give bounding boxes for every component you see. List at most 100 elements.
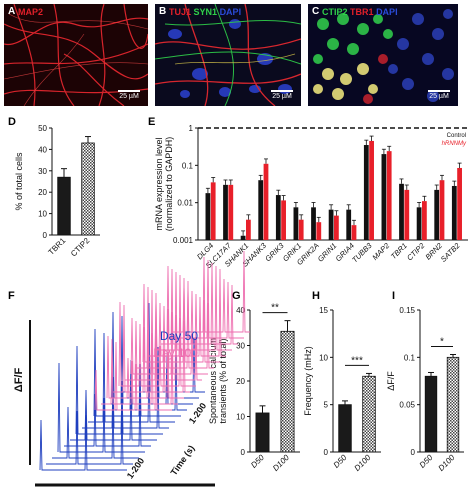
bar-e-map2-mutant (386, 151, 392, 240)
trace-day50-8 (88, 332, 175, 423)
y-tick-label-d-2: 20 (38, 188, 47, 197)
trace-day100-0 (94, 335, 172, 411)
f-axis-cells-label-2: 1-200 (125, 456, 146, 481)
trace-day50-4 (64, 388, 151, 447)
y-tick-label-d-4: 40 (38, 145, 47, 154)
y-tick-label-e-1: 0.01 (177, 199, 193, 208)
scale-bar-a: 25 µM (118, 90, 140, 100)
significance-g: ** (271, 303, 279, 314)
panel-letter-e: E (148, 116, 156, 128)
chart-g: 0 10 20 30 40 Spontaneous calcium transients (… (208, 303, 300, 473)
y-tick-label-e-0: 0.001 (173, 236, 194, 245)
legend-mutant: hRNNMy (442, 141, 467, 147)
panel-letter-g: G (232, 290, 241, 302)
chart-f-traces: ΔF/F Day 50 Day 100 1-200 1-200 Time (s) (13, 250, 250, 487)
y-tick-label-i-3: 0.15 (399, 306, 415, 315)
y-axis-label-i: ΔF/F (386, 371, 396, 391)
y-tick-label-g-4: 40 (236, 306, 245, 315)
trace-day100-11 (161, 262, 238, 345)
bar-d-tbr1 (57, 176, 71, 236)
y-tick-label-i-0: 0 (411, 448, 416, 457)
x-tick-label-e-7: GRIN1 (316, 241, 339, 264)
stain-label-dapi-c: DAPI (376, 7, 398, 17)
trace-day100-2 (106, 329, 184, 399)
y-tick-label-h-3: 15 (319, 306, 328, 315)
bar-e-gria4-control (346, 209, 352, 240)
trace-day50-9 (93, 328, 181, 417)
stain-label-ctip2: CTIP2 (322, 7, 348, 17)
micrograph-c: C CTIP2 TBR1 DAPI 25 µM (308, 4, 458, 106)
bar-e-grik1-mutant (298, 219, 304, 240)
x-tick-label-e-10: MAP2 (370, 240, 391, 261)
y-tick-label-h-0: 0 (324, 448, 329, 457)
bar-e-slc17a7-mutant (228, 184, 234, 240)
stain-label-tbr1: TBR1 (350, 7, 374, 17)
significance-h: *** (351, 355, 363, 366)
x-tick-label-d-1: CTIP2 (69, 236, 92, 259)
bar-e-brn2-mutant (439, 180, 445, 240)
stain-label-dapi-b: DAPI (219, 7, 242, 17)
bar-e-ctip2-mutant (422, 201, 427, 240)
panel-letter-a: A (8, 6, 16, 17)
y-tick-label-d-5: 50 (38, 124, 47, 133)
bar-i-d100 (446, 356, 460, 453)
bar-e-satb2-mutant (457, 167, 462, 240)
panel-letter-d: D (8, 116, 16, 128)
trace-day100-7 (137, 280, 214, 369)
y-tick-label-d-0: 0 (43, 231, 48, 240)
significance-i: * (440, 336, 444, 347)
scale-bar-b: 25 µM (271, 90, 293, 100)
panel-letter-i: I (392, 290, 396, 302)
stain-label-syn1: SYN1 (193, 7, 218, 17)
x-tick-label-g-0: D50 (249, 453, 266, 470)
panel-letter-b: B (159, 6, 167, 17)
bar-e-tubb3-mutant (369, 140, 374, 240)
trace-day50-1 (46, 405, 133, 465)
x-tick-label-h-1: D100 (353, 453, 373, 473)
x-tick-label-i-1: D100 (437, 453, 457, 473)
y-tick-label-e-2: 0.1 (182, 161, 194, 170)
bar-d-ctip2 (81, 142, 95, 236)
x-tick-label-e-12: CTIP2 (405, 240, 427, 262)
stain-label-tuj1: TUJ1 (169, 7, 192, 17)
stain-label-map2: MAP2 (18, 7, 44, 17)
bar-e-grik2a-control (311, 207, 316, 240)
bar-e-gria4-mutant (351, 225, 357, 240)
bar-e-brn2-control (434, 189, 440, 240)
bar-h-d50 (338, 404, 352, 453)
y-tick-label-d-1: 10 (38, 210, 47, 219)
y-tick-label-h-1: 5 (324, 401, 329, 410)
x-tick-label-e-9: TUBB3 (350, 240, 374, 264)
micrograph-b: B TUJ1 SYN1 DAPI 25 µM (155, 4, 301, 106)
bar-e-grik1-control (293, 207, 299, 240)
micrograph-b-image (155, 4, 301, 106)
x-tick-label-e-14: SATB2 (439, 240, 462, 263)
micrograph-c-image (308, 4, 458, 106)
trace-day100-4 (118, 301, 196, 387)
bar-e-shank1-control (240, 235, 246, 240)
bar-g-d50 (255, 412, 270, 453)
y-tick-label-i-2: 0.1 (404, 353, 416, 362)
bar-e-map2-control (381, 154, 387, 240)
y-tick-label-g-0: 0 (241, 448, 246, 457)
y-axis-label-d: % of total cells (14, 152, 24, 211)
bar-e-grik3-mutant (281, 200, 286, 240)
bar-e-shank1-mutant (246, 219, 251, 240)
y-tick-label-g-1: 10 (236, 413, 245, 422)
chart-e: 0.001 0.01 0.1 1 Control hRNNMy mRNA expressio… (154, 124, 468, 270)
stain-labels-c: CTIP2 TBR1 DAPI (322, 7, 398, 17)
y-tick-label-d-3: 30 (38, 167, 47, 176)
bar-e-grik3-control (275, 195, 281, 240)
trace-day100-8 (142, 277, 220, 363)
x-tick-label-i-0: D50 (418, 453, 435, 470)
panel-letter-f: F (8, 290, 15, 302)
y-axis-label-h: Frequency (mHz) (303, 346, 313, 416)
f-axis-time-label: Time (s) (169, 443, 197, 477)
bar-e-dlg4-mutant (210, 182, 216, 240)
bar-g-d100 (280, 330, 295, 453)
chart-d: 0 10 20 30 40 50 % of total cells TBR1 CTIP2 (14, 124, 100, 258)
x-tick-label-d-0: TBR1 (47, 236, 68, 257)
chart-h: 0 5 10 15 Frequency (mHz) D50 D100 *** (303, 306, 381, 473)
trace-day50-6 (75, 345, 163, 435)
y-axis-label-e: mRNA expression level (154, 137, 164, 230)
